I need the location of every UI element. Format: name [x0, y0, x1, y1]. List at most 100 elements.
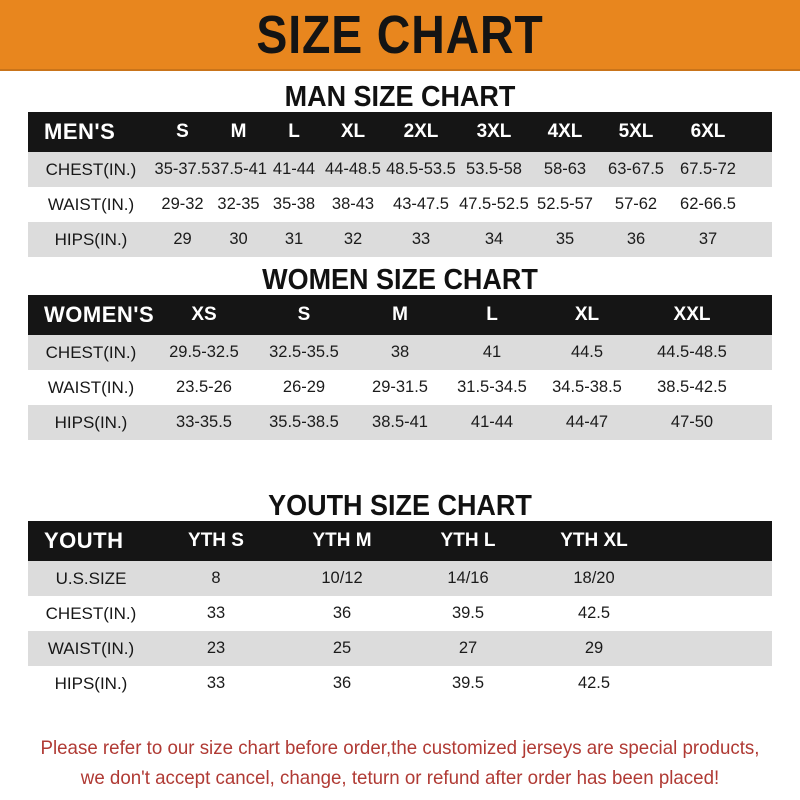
column-header-s: S	[297, 304, 311, 325]
measurement-cell: 26-29	[254, 370, 354, 405]
measurement-cell: 38.5-42.5	[636, 370, 748, 405]
measurement-cell: 31.5-34.5	[446, 370, 538, 405]
measurement-cell: 37	[672, 222, 744, 257]
column-header-filler	[744, 112, 772, 152]
measurement-cell-filler	[748, 370, 772, 405]
measurement-cell: 33	[154, 666, 278, 701]
measurement-cell: 37.5-41	[211, 152, 267, 187]
measurement-cell: 57-62	[600, 187, 672, 222]
section-title-youth: YOUTH SIZE CHART	[268, 490, 532, 522]
column-header-l: L	[486, 304, 498, 325]
table-row: WAIST(IN.) 23.5-26 26-29 29-31.5 31.5-34.5 34…	[28, 370, 772, 405]
page-banner: SIZE CHART	[0, 0, 800, 71]
row-label: CHEST(IN.)	[28, 596, 154, 631]
column-header-yth-s: YTH S	[188, 530, 244, 551]
section-women: WOMEN SIZE CHART WOMEN'S XS S M L XL XXL CHEST(…	[28, 265, 772, 440]
table-row: U.S.SIZE 8 10/12 14/16 18/20	[28, 561, 772, 596]
measurement-cell: 44-47	[538, 405, 636, 440]
row-label: WAIST(IN.)	[28, 187, 154, 222]
page-title: SIZE CHART	[256, 4, 544, 65]
measurement-cell: 10/12	[278, 561, 406, 596]
table-row: WAIST(IN.) 29-32 32-35 35-38 38-43 43-47.5 47.…	[28, 187, 772, 222]
column-header-m: M	[392, 304, 408, 325]
column-header-xl: XL	[574, 304, 600, 325]
measurement-cell: 33	[384, 222, 458, 257]
column-header-6xl: 6XL	[690, 121, 726, 142]
measurement-cell: 38-43	[322, 187, 384, 222]
measurement-cell: 35-37.5	[154, 152, 211, 187]
measurement-cell: 36	[278, 666, 406, 701]
measurement-cell: 39.5	[406, 666, 530, 701]
measurement-cell: 23	[154, 631, 278, 666]
column-header-l: L	[288, 121, 300, 142]
row-label: CHEST(IN.)	[28, 335, 154, 370]
row-label: WAIST(IN.)	[28, 631, 154, 666]
table-row: CHEST(IN.) 35-37.5 37.5-41 41-44 44-48.5 48.5…	[28, 152, 772, 187]
section-man: MAN SIZE CHART MEN'S S M L XL 2XL 3XL 4XL 5XL 6XL…	[28, 82, 772, 257]
column-header-yth-l: YTH L	[440, 530, 496, 551]
row-label: WAIST(IN.)	[28, 370, 154, 405]
table-row: HIPS(IN.) 33 36 39.5 42.5	[28, 666, 772, 701]
women-size-table: WOMEN'S XS S M L XL XXL CHEST(IN.) 29.5-32.5 32.5…	[28, 295, 772, 440]
table-row: WAIST(IN.) 23 25 27 29	[28, 631, 772, 666]
measurement-cell: 14/16	[406, 561, 530, 596]
measurement-cell: 8	[154, 561, 278, 596]
measurement-cell: 53.5-58	[458, 152, 530, 187]
column-header-2xl: 2XL	[403, 121, 439, 142]
measurement-cell: 38.5-41	[354, 405, 446, 440]
row-label: HIPS(IN.)	[28, 666, 154, 701]
measurement-cell: 29	[530, 631, 658, 666]
measurement-cell: 52.5-57	[530, 187, 600, 222]
table-row: HIPS(IN.) 33-35.5 35.5-38.5 38.5-41 41-44 44-…	[28, 405, 772, 440]
footer-note-line-2: we don't accept cancel, change, teturn o…	[80, 767, 720, 789]
measurement-cell: 32-35	[211, 187, 266, 222]
measurement-cell-filler	[658, 631, 772, 666]
measurement-cell-filler	[658, 666, 772, 701]
measurement-cell-filler	[744, 222, 772, 257]
measurement-cell: 44.5-48.5	[636, 335, 748, 370]
column-header-yth-xl: YTH XL	[560, 530, 628, 551]
measurement-cell-filler	[744, 152, 772, 187]
table-row: CHEST(IN.) 33 36 39.5 42.5	[28, 596, 772, 631]
measurement-cell: 44.5	[538, 335, 636, 370]
measurement-cell: 41	[446, 335, 538, 370]
column-header-3xl: 3XL	[476, 121, 512, 142]
table-row: CHEST(IN.) 29.5-32.5 32.5-35.5 38 41 44.5 44.5…	[28, 335, 772, 370]
table-row: HIPS(IN.) 29 30 31 32 33 34 35 36 37	[28, 222, 772, 257]
measurement-cell: 41-44	[446, 405, 538, 440]
measurement-cell: 35-38	[266, 187, 322, 222]
measurement-cell: 47.5-52.5	[458, 187, 530, 222]
measurement-cell: 29.5-32.5	[154, 335, 254, 370]
measurement-cell-filler	[748, 405, 772, 440]
table-header-row: MEN'S S M L XL 2XL 3XL 4XL 5XL 6XL	[28, 112, 772, 152]
table-header-row: YOUTH YTH S YTH M YTH L YTH XL	[28, 521, 772, 561]
measurement-cell: 30	[211, 222, 266, 257]
measurement-cell: 34.5-38.5	[538, 370, 636, 405]
measurement-cell: 31	[266, 222, 322, 257]
measurement-cell: 18/20	[530, 561, 658, 596]
column-header-5xl: 5XL	[618, 121, 654, 142]
row-label: HIPS(IN.)	[28, 222, 154, 257]
man-size-table: MEN'S S M L XL 2XL 3XL 4XL 5XL 6XL CHEST(IN.) 35-37…	[28, 112, 772, 257]
measurement-cell: 36	[278, 596, 406, 631]
footer-note: Please refer to our size chart before or…	[16, 733, 784, 793]
measurement-cell: 27	[406, 631, 530, 666]
measurement-cell: 29-32	[154, 187, 211, 222]
measurement-cell: 44-48.5	[322, 152, 384, 187]
row-label: HIPS(IN.)	[28, 405, 154, 440]
measurement-cell: 32.5-35.5	[254, 335, 354, 370]
measurement-cell: 35	[530, 222, 600, 257]
measurement-cell: 32	[322, 222, 384, 257]
section-youth: YOUTH SIZE CHART YOUTH YTH S YTH M YTH L YTH…	[28, 491, 772, 701]
measurement-cell-filler	[658, 596, 772, 631]
measurement-cell: 62-66.5	[672, 187, 744, 222]
section-title-women: WOMEN SIZE CHART	[262, 264, 538, 296]
measurement-cell: 23.5-26	[154, 370, 254, 405]
column-header-4xl: 4XL	[547, 121, 583, 142]
footer-note-line-1: Please refer to our size chart before or…	[40, 737, 760, 759]
column-header-s: S	[176, 121, 189, 142]
column-header-filler	[658, 521, 772, 561]
column-header-xl: XL	[340, 121, 366, 142]
row-label: CHEST(IN.)	[28, 152, 154, 187]
measurement-cell: 41-44	[266, 152, 322, 187]
